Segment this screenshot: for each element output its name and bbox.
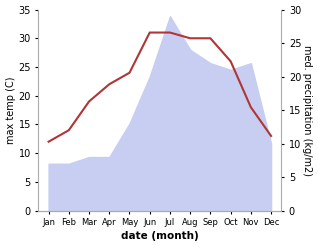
- Y-axis label: med. precipitation (kg/m2): med. precipitation (kg/m2): [302, 45, 313, 176]
- Y-axis label: max temp (C): max temp (C): [5, 76, 16, 144]
- X-axis label: date (month): date (month): [121, 231, 199, 242]
